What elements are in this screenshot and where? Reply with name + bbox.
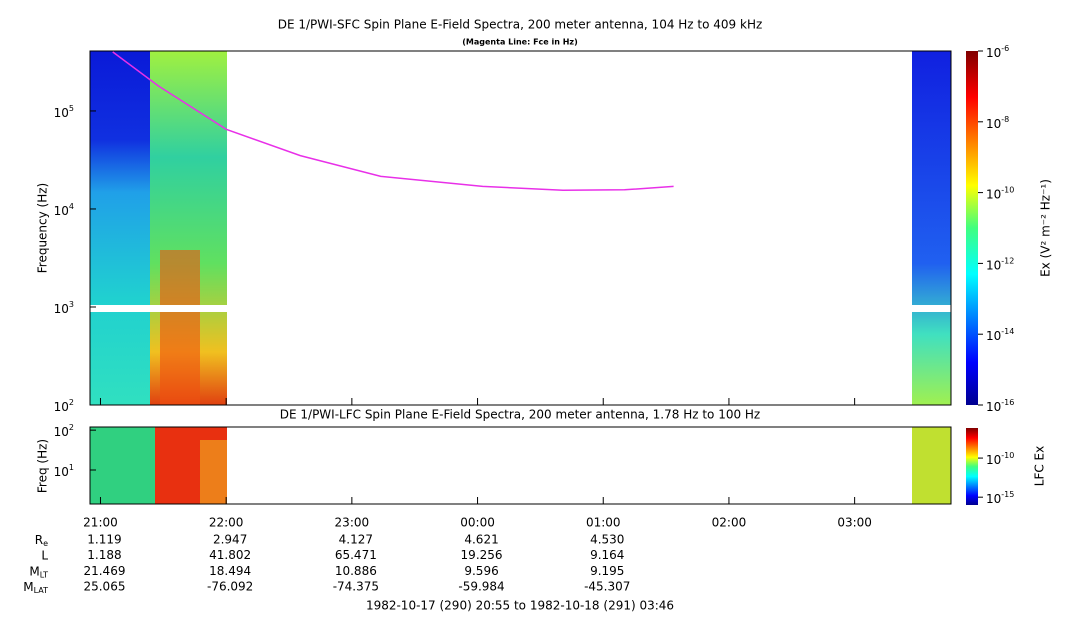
colorbar-tick-label: 10-15	[986, 490, 1014, 506]
colorbar-tick-label: 10-6	[986, 44, 1009, 60]
ephemeris-value: 9.596	[464, 564, 498, 578]
ephemeris-value: 21.469	[83, 564, 125, 578]
row-label-sub: LAT	[34, 586, 48, 595]
ephemeris-value: 1.119	[87, 533, 121, 547]
chart-subtitle: (Magenta Line: Fce in Hz)	[462, 38, 577, 47]
x-tick-label: 21:00	[83, 516, 118, 530]
ephemeris-value: 9.195	[590, 564, 624, 578]
row-label: Re	[35, 533, 48, 548]
y-tick-label-base: 10	[54, 203, 69, 217]
colorbar	[966, 428, 978, 505]
ephemeris-value: 4.127	[339, 533, 373, 547]
y-tick-label: 105	[54, 103, 74, 119]
y-tick-label-base: 10	[54, 400, 69, 414]
y-tick-label-exp: 1	[69, 462, 74, 471]
y-tick-label-base: 10	[54, 464, 69, 478]
ephemeris-value: 25.065	[83, 580, 125, 594]
ephemeris-value: 41.802	[209, 548, 251, 562]
colorbar-tick-label-exp: -10	[1001, 185, 1014, 194]
ephemeris-value: -76.092	[207, 580, 253, 594]
x-tick-label: 03:00	[837, 516, 872, 530]
time-range: 1982-10-17 (290) 20:55 to 1982-10-18 (29…	[366, 599, 674, 613]
y-tick-label: 102	[54, 398, 74, 414]
x-tick-label: 01:00	[586, 516, 621, 530]
colorbar-tick-label-exp: -6	[1001, 44, 1009, 53]
colorbar-tick-label-exp: -12	[1001, 256, 1014, 265]
colorbar-tick-label-exp: -14	[1001, 327, 1014, 336]
colorbar-tick-label-base: 10	[986, 492, 1001, 506]
row-label-base: M	[23, 580, 33, 594]
colorbar-tick-label-exp: -8	[1001, 114, 1009, 123]
x-tick-label: 02:00	[712, 516, 747, 530]
row-label-sub: e	[43, 539, 48, 548]
row-label-base: L	[41, 548, 48, 562]
colorbar-tick-label-exp: -15	[1001, 490, 1014, 499]
colorbar-tick-label-base: 10	[986, 453, 1001, 467]
colorbar-label: LFC Ex	[1033, 446, 1047, 486]
ephemeris-value: -59.984	[458, 580, 504, 594]
ephemeris-value: 2.947	[213, 533, 247, 547]
row-label: L	[41, 548, 48, 562]
y-tick-label-exp: 3	[69, 299, 74, 308]
chart-title: DE 1/PWI-SFC Spin Plane E-Field Spectra,…	[278, 18, 763, 32]
ephemeris-value: 19.256	[461, 548, 503, 562]
y-axis-label: Frequency (Hz)	[36, 183, 50, 274]
ephemeris-value: -45.307	[584, 580, 630, 594]
colorbar-tick-label-exp: -10	[1001, 451, 1014, 460]
y-axis-label: Freq (Hz)	[36, 439, 50, 493]
ephemeris-value: 1.188	[87, 548, 121, 562]
y-tick-label-exp: 2	[69, 423, 74, 432]
y-tick-label-exp: 5	[69, 103, 74, 112]
colorbar-tick-label-base: 10	[986, 329, 1001, 343]
y-tick-label-exp: 2	[69, 398, 74, 407]
x-tick-label: 00:00	[460, 516, 495, 530]
row-label-base: M	[29, 564, 39, 578]
row-label: MLAT	[23, 580, 48, 595]
panel-frame	[89, 426, 952, 505]
colorbar-tick-label: 10-10	[986, 185, 1014, 201]
y-tick-label: 103	[54, 299, 74, 315]
colorbar-tick-label-base: 10	[986, 46, 1001, 60]
ephemeris-value: 9.164	[590, 548, 624, 562]
panel-frame	[89, 50, 952, 406]
y-tick-label-exp: 4	[69, 201, 74, 210]
colorbar-tick-label: 10-8	[986, 114, 1009, 130]
fce-line	[112, 51, 674, 192]
y-tick-label: 102	[54, 423, 74, 439]
ephemeris-value: 4.621	[464, 533, 498, 547]
colorbar-tick-label-base: 10	[986, 116, 1001, 130]
y-tick-label: 104	[54, 201, 74, 217]
ephemeris-value: 18.494	[209, 564, 251, 578]
colorbar	[966, 51, 978, 405]
ephemeris-value: 65.471	[335, 548, 377, 562]
colorbar-tick-label: 10-12	[986, 256, 1014, 272]
colorbar-label: Ex (V² m⁻² Hz⁻¹)	[1039, 179, 1053, 277]
colorbar-tick-label: 10-10	[986, 451, 1014, 467]
y-tick-label-base: 10	[54, 301, 69, 315]
x-tick-label: 23:00	[335, 516, 370, 530]
colorbar-tick-label-base: 10	[986, 258, 1001, 272]
ephemeris-value: -74.375	[333, 580, 379, 594]
chart-title: DE 1/PWI-LFC Spin Plane E-Field Spectra,…	[280, 408, 760, 422]
colorbar-tick-label-base: 10	[986, 400, 1001, 414]
ephemeris-value: 10.886	[335, 564, 377, 578]
x-tick-label: 22:00	[209, 516, 244, 530]
y-tick-label: 101	[54, 462, 74, 478]
ephemeris-value: 4.530	[590, 533, 624, 547]
spectrogram-image	[90, 51, 951, 504]
row-label-sub: LT	[40, 570, 48, 579]
y-tick-label-base: 10	[54, 425, 69, 439]
colorbar-tick-label-base: 10	[986, 187, 1001, 201]
row-label: MLT	[29, 564, 48, 579]
colorbar-tick-label: 10-16	[986, 398, 1014, 414]
colorbar-tick-label: 10-14	[986, 327, 1014, 343]
row-label-base: R	[35, 533, 43, 547]
colorbar-tick-label-exp: -16	[1001, 398, 1014, 407]
y-tick-label-base: 10	[54, 105, 69, 119]
